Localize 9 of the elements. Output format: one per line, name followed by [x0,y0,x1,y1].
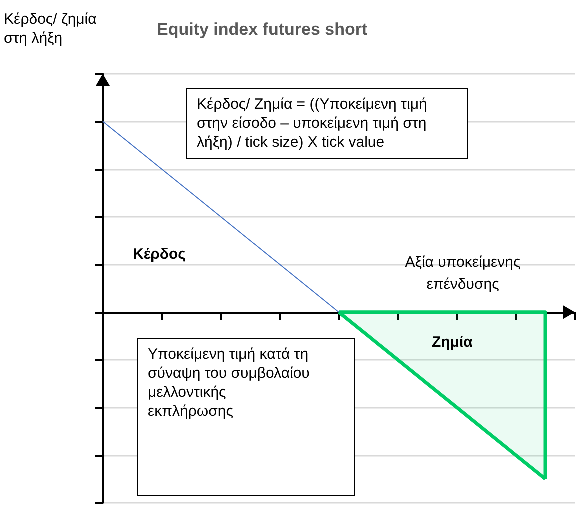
y-axis-title: Κέρδος/ ζημία στη λήξη [4,11,97,47]
annotation: Υποκείμενη τιμή κατά τη σύναψη του συμβολαίου μελλοντικής εκπλήρωσης [148,346,310,420]
annotation: Κέρδος [133,246,186,263]
chart-title: Equity index futures short [157,20,368,39]
text-box: Υποκείμενη τιμή κατά τη σύναψη του συμβολαίου μελλοντικής εκπλήρωσης [137,338,355,496]
annotation: Ζημία [432,334,473,351]
text-box: Κέρδος/ Ζημία = ((Υποκείμενη τιμή στην είσοδο – υποκείμενη τιμή στη λήξη) / tick size) X tick value [186,88,468,159]
annotation: Κέρδος/ Ζημία = ((Υποκείμενη τιμή στην είσοδο – υποκείμενη τιμή στη λήξη) / tick size) X tick value [197,96,428,151]
x-axis-title: Αξία υποκείμενης επένδυσης [405,254,521,293]
